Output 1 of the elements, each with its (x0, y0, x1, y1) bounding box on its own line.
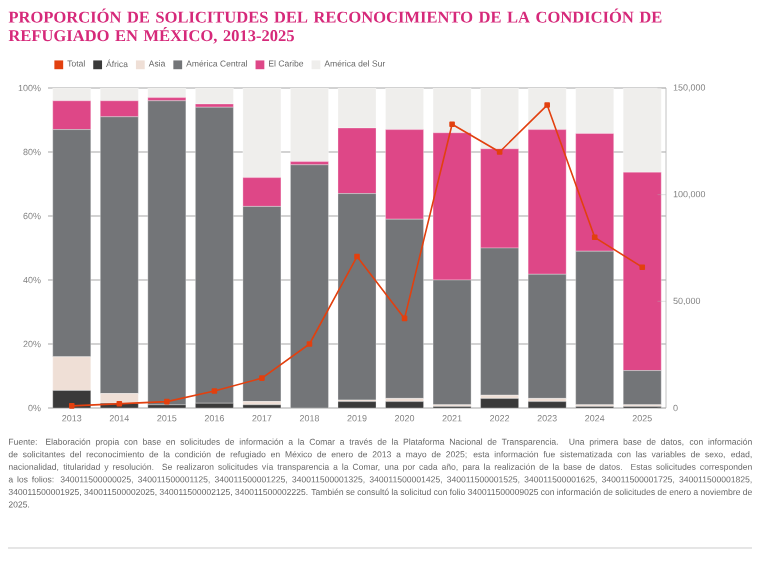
chart-title: PROPORCIÓN DE SOLICITUDES DEL RECONOCIMIENTO DE LA CONDICIÓN DE REFUGIADO EN MÉXICO, 2013-2025 (8, 8, 662, 44)
